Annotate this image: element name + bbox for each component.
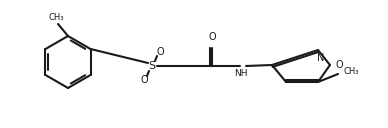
Text: N: N <box>317 53 325 63</box>
Text: CH₃: CH₃ <box>344 67 360 76</box>
Text: O: O <box>156 47 164 57</box>
Text: CH₃: CH₃ <box>48 13 64 22</box>
Text: O: O <box>140 75 148 85</box>
Text: S: S <box>149 61 156 71</box>
Text: NH: NH <box>234 69 248 78</box>
Text: O: O <box>335 60 343 70</box>
Text: O: O <box>208 32 216 42</box>
